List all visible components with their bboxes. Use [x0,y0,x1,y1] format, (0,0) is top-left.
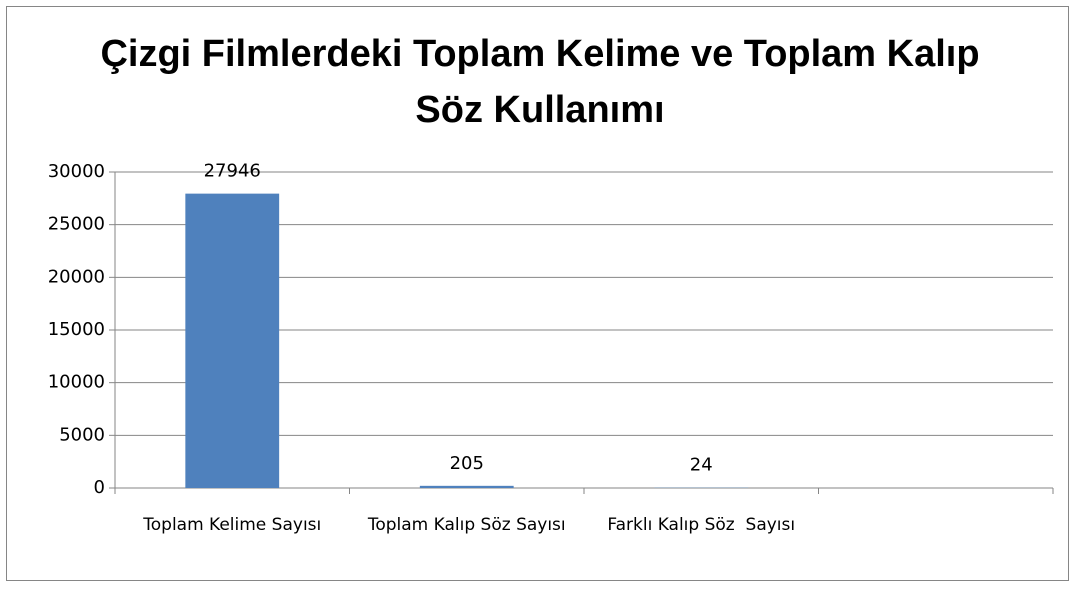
chart-title: Çizgi Filmlerdeki Toplam Kelime ve Topla… [100,33,980,131]
y-tick-label: 0 [94,477,105,498]
data-label: 27946 [204,161,261,182]
x-tick-label: Toplam Kelime Sayısı [143,515,322,535]
y-tick-label: 30000 [48,161,105,182]
y-tick-label: 5000 [59,424,105,445]
data-label: 205 [450,453,484,474]
bar [185,193,280,488]
chart-border [6,6,1069,581]
y-tick-label: 10000 [48,372,105,393]
x-tick-label: Toplam Kalıp Söz Sayısı [367,515,566,535]
bar [419,485,514,488]
y-tick-label: 15000 [48,319,105,340]
y-tick-label: 20000 [48,266,105,287]
data-label: 24 [690,455,713,476]
x-tick-label: Farklı Kalıp Söz Sayısı [607,515,796,535]
y-tick-label: 25000 [48,214,105,235]
